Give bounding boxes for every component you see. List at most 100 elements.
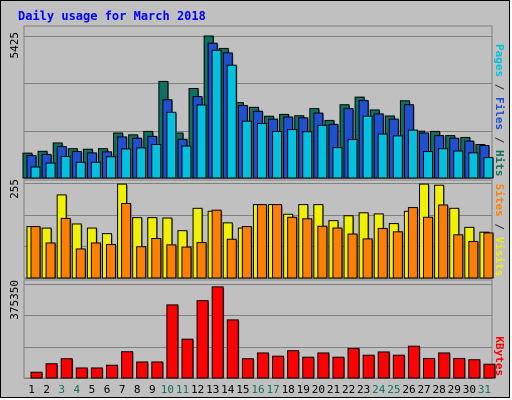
bar-sites-day-13 <box>211 209 222 279</box>
day-label-15: 15 <box>236 383 249 396</box>
day-label-20: 20 <box>312 383 325 396</box>
bar-kbytes-day-3 <box>60 358 73 379</box>
day-label-10: 10 <box>161 383 174 396</box>
bar-pages-day-18 <box>287 129 298 179</box>
bar-pages-day-11 <box>181 145 192 179</box>
day-label-2: 2 <box>43 383 50 396</box>
bar-kbytes-day-4 <box>75 367 88 379</box>
bar-pages-day-27 <box>423 151 434 179</box>
bar-sites-day-20 <box>317 225 328 279</box>
day-label-3: 3 <box>58 383 65 396</box>
day-label-25: 25 <box>387 383 400 396</box>
day-label-31: 31 <box>478 383 491 396</box>
bar-sites-day-22 <box>347 233 358 279</box>
day-label-21: 21 <box>327 383 340 396</box>
day-label-28: 28 <box>433 383 446 396</box>
bar-kbytes-day-5 <box>90 367 103 379</box>
bar-kbytes-day-19 <box>302 356 315 379</box>
bar-sites-day-5 <box>90 242 101 279</box>
day-label-16: 16 <box>251 383 264 396</box>
bar-kbytes-day-25 <box>392 354 405 379</box>
day-label-27: 27 <box>417 383 430 396</box>
panel-3: 375350 KBytes <box>8 279 506 379</box>
panel-1: 5425 Pages / Files / Hits <box>8 25 506 179</box>
day-label-5: 5 <box>89 383 96 396</box>
bar-kbytes-day-7 <box>121 351 134 379</box>
bar-sites-day-31 <box>483 232 494 279</box>
panel-2: 255 Sites / Visits <box>8 179 506 279</box>
bar-pages-day-23 <box>362 115 373 179</box>
day-label-17: 17 <box>266 383 279 396</box>
ylabel-part: Hits <box>493 150 506 177</box>
bar-sites-day-29 <box>453 234 464 279</box>
bar-kbytes-day-31 <box>483 363 496 379</box>
bar-pages-day-3 <box>60 156 71 179</box>
bar-sites-day-11 <box>181 246 192 279</box>
bar-kbytes-day-8 <box>136 361 149 379</box>
chart-title: Daily usage for March 2018 <box>18 9 206 23</box>
ylabel-part: Sites <box>493 184 506 217</box>
day-label-30: 30 <box>463 383 476 396</box>
bar-kbytes-day-2 <box>45 363 58 379</box>
bar-kbytes-day-15 <box>241 358 254 379</box>
bar-pages-day-19 <box>302 131 313 179</box>
bar-kbytes-day-23 <box>362 354 375 379</box>
bar-pages-day-25 <box>392 135 403 179</box>
ytick-label: 375350 <box>8 280 21 320</box>
bar-pages-day-13 <box>211 49 222 179</box>
bar-pages-day-10 <box>166 111 177 179</box>
ylabel-part: Pages <box>493 44 506 77</box>
bar-kbytes-day-20 <box>317 352 330 379</box>
bar-kbytes-day-9 <box>151 361 164 379</box>
bar-kbytes-day-14 <box>226 319 239 379</box>
ylabel-part: / <box>493 130 506 150</box>
bar-sites-day-15 <box>241 226 252 279</box>
ylabel-part: / <box>493 77 506 97</box>
bar-sites-day-23 <box>362 238 373 279</box>
day-label-11: 11 <box>176 383 189 396</box>
bar-pages-day-21 <box>332 147 343 179</box>
ylabel-part: KBytes <box>493 336 506 376</box>
day-label-7: 7 <box>119 383 126 396</box>
x-axis-labels: 1 2 3 4 5 6 7 8 9 10 11 12 13 14 15 16 17 18 19 20 21 22 23 24 2… <box>28 383 491 396</box>
bar-kbytes-day-1 <box>30 371 43 379</box>
bar-sites-day-8 <box>136 246 147 279</box>
bar-sites-day-14 <box>226 238 237 279</box>
day-label-4: 4 <box>74 383 81 396</box>
bar-kbytes-day-17 <box>272 355 285 379</box>
bar-sites-day-3 <box>60 217 71 279</box>
bar-sites-day-17 <box>272 204 283 279</box>
bar-kbytes-day-10 <box>166 304 179 379</box>
bar-sites-day-19 <box>302 218 313 279</box>
bar-pages-day-24 <box>377 133 388 179</box>
bar-sites-day-6 <box>105 243 116 279</box>
bar-pages-day-12 <box>196 104 207 179</box>
bar-pages-day-30 <box>468 152 479 179</box>
bar-kbytes-day-30 <box>468 359 481 379</box>
bar-sites-day-1 <box>30 226 41 279</box>
ylabel-part: / <box>493 217 506 237</box>
ylabel: Sites / Visits <box>493 184 506 277</box>
bar-pages-day-5 <box>90 161 101 179</box>
ylabel-part: Visits <box>493 237 506 277</box>
bar-kbytes-day-6 <box>105 364 118 379</box>
ytick-label: 5425 <box>8 32 21 59</box>
ylabel: Pages / Files / Hits <box>493 44 506 177</box>
day-label-23: 23 <box>357 383 370 396</box>
day-label-12: 12 <box>191 383 204 396</box>
bar-pages-day-8 <box>136 147 147 179</box>
day-label-24: 24 <box>372 383 386 396</box>
bar-pages-day-22 <box>347 139 358 179</box>
day-label-22: 22 <box>342 383 355 396</box>
bar-kbytes-day-18 <box>287 350 300 379</box>
day-label-14: 14 <box>221 383 235 396</box>
day-label-29: 29 <box>448 383 461 396</box>
day-label-1: 1 <box>28 383 35 396</box>
bar-pages-day-7 <box>121 148 132 179</box>
bar-sites-day-24 <box>377 227 388 279</box>
bar-sites-day-27 <box>423 216 434 279</box>
day-label-19: 19 <box>297 383 310 396</box>
bar-sites-day-12 <box>196 242 207 279</box>
bar-sites-day-21 <box>332 227 343 279</box>
